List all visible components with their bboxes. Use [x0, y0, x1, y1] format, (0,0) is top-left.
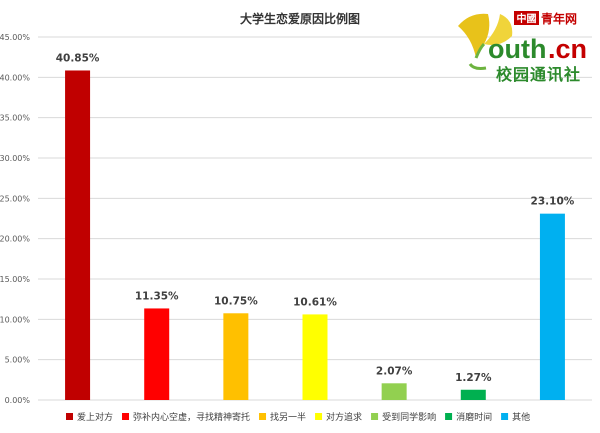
legend-swatch	[122, 413, 130, 420]
chart-title: 大学生恋爱原因比例图	[240, 11, 360, 26]
bar-data-label: 2.07%	[376, 365, 413, 377]
legend-swatch	[66, 413, 73, 420]
china-mark-text: 中國	[517, 12, 537, 25]
y-tick-label: 20.00%	[0, 235, 30, 244]
legend-swatch	[501, 413, 509, 420]
brand-main-text: outh	[488, 34, 546, 64]
china-mark-badge	[514, 11, 539, 25]
y-tick-label: 35.00%	[0, 114, 30, 123]
legend-label: 受到同学影响	[382, 411, 436, 423]
brand-domain-text: .cn	[548, 34, 587, 64]
bar	[302, 314, 328, 400]
y-tick-label: 45.00%	[0, 33, 30, 42]
y-tick-label: 30.00%	[0, 154, 30, 163]
bar-data-label: 23.10%	[531, 196, 575, 208]
bar-data-label: 10.61%	[293, 296, 337, 308]
logo-subtitle: 校园通讯社	[496, 65, 581, 84]
legend-label: 找另一半	[270, 411, 306, 423]
legend: 爱上对方 弥补内心空虚，寻找精神寄托 找另一半 对方追求 受到同学影响 消磨时间 其他	[66, 411, 530, 423]
legend-label: 其他	[512, 411, 530, 423]
bar	[460, 389, 486, 400]
legend-label: 弥补内心空虚，寻找精神寄托	[133, 411, 250, 423]
bar	[223, 313, 249, 400]
bars	[65, 70, 565, 400]
data-labels: 40.85% 11.35% 10.75% 10.61% 2.07% 1.27% 23.10%	[56, 52, 575, 383]
y-tick-label: 40.00%	[0, 73, 30, 82]
bar	[381, 383, 407, 400]
bar-data-label: 10.75%	[214, 295, 258, 307]
legend-label: 消磨时间	[456, 411, 492, 423]
legend-swatch	[315, 413, 323, 420]
y-tick-label: 0.00%	[5, 396, 31, 405]
legend-swatch	[445, 413, 453, 420]
y-tick-label: 10.00%	[0, 315, 30, 324]
y-axis-tick-labels: 0.00% 5.00% 10.00% 15.00% 20.00% 25.00% 30.00%…	[0, 33, 30, 405]
y-tick-label: 5.00%	[5, 356, 31, 365]
youth-cn-logo: 中國 青年网 outh .cn 校园通讯社	[458, 11, 587, 84]
bar-data-label: 40.85%	[56, 52, 100, 64]
legend-label: 爱上对方	[77, 411, 113, 423]
legend-swatch	[371, 413, 379, 420]
ginkgo-leaf-icon	[458, 13, 513, 70]
brand-cn-text: 青年网	[541, 11, 577, 26]
bar	[539, 213, 565, 400]
bar-data-label: 1.27%	[455, 372, 492, 384]
legend-label: 对方追求	[326, 411, 362, 423]
y-tick-label: 25.00%	[0, 194, 30, 203]
bar-data-label: 11.35%	[135, 290, 179, 302]
bar	[144, 308, 170, 400]
bar	[65, 70, 91, 400]
y-tick-label: 15.00%	[0, 275, 30, 284]
legend-swatch	[259, 413, 267, 420]
